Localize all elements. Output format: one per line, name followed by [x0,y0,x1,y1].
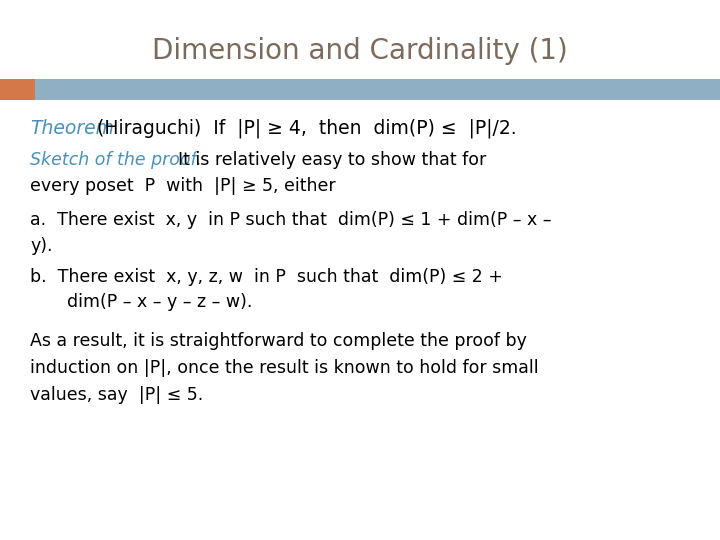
Text: It is relatively easy to show that for: It is relatively easy to show that for [178,151,486,170]
Text: Dimension and Cardinality (1): Dimension and Cardinality (1) [152,37,568,65]
Text: Theorem: Theorem [30,119,114,138]
Bar [35,79,720,100]
Text: b.  There exist  x, y, z, w  in P  such that  dim(P) ≤ 2 +: b. There exist x, y, z, w in P such that… [30,268,503,286]
Text: every poset  P  with  |P| ≥ 5, either: every poset P with |P| ≥ 5, either [30,177,336,195]
Text: Sketch of the proof.: Sketch of the proof. [30,151,202,170]
Text: (Hiraguchi)  If  |P| ≥ 4,  then  dim(P) ≤  |P|/2.: (Hiraguchi) If |P| ≥ 4, then dim(P) ≤ |P… [97,119,517,138]
Text: dim(P – x – y – z – w).: dim(P – x – y – z – w). [67,293,252,312]
Text: As a result, it is straightforward to complete the proof by: As a result, it is straightforward to co… [30,332,527,350]
Text: a.  There exist  x, y  in P such that  dim(P) ≤ 1 + dim(P – x –: a. There exist x, y in P such that dim(P… [30,211,552,230]
Text: induction on |P|, once the result is known to hold for small: induction on |P|, once the result is kno… [30,359,539,377]
Bar [0,79,35,100]
Text: y).: y). [30,237,53,255]
Text: values, say  |P| ≤ 5.: values, say |P| ≤ 5. [30,386,204,404]
